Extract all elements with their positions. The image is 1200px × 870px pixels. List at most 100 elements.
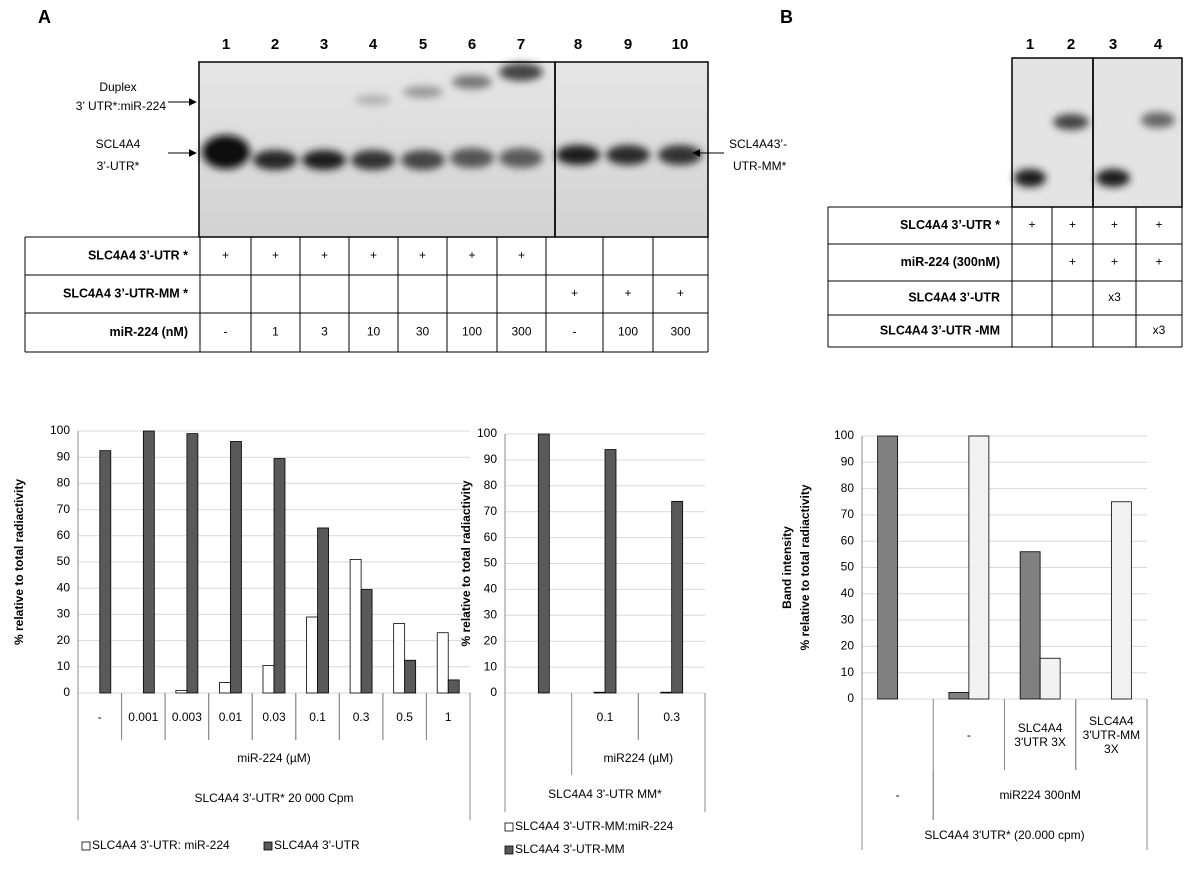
- table-cell: +: [272, 248, 279, 262]
- y-tick-label: 100: [477, 426, 497, 440]
- table-cell: x3: [1153, 323, 1166, 337]
- y-tick-label: 50: [841, 560, 855, 574]
- table-cell: +: [571, 286, 578, 300]
- y-axis-title: % relative to total radiactivity: [459, 480, 473, 646]
- gel-label: UTR-MM*: [733, 159, 787, 173]
- lane-number: 4: [369, 36, 378, 53]
- x-tick-label: 0.3: [663, 709, 680, 724]
- y-tick-label: 70: [484, 504, 498, 518]
- gel-label: SCL4A43’-: [729, 137, 787, 151]
- bar: [230, 441, 242, 694]
- lane-number: 2: [1067, 36, 1075, 53]
- y-tick-label: 50: [57, 554, 71, 568]
- x-tick-label: 0.3: [352, 709, 370, 724]
- lane-number: 2: [271, 36, 279, 53]
- x-tick-label: SLC4A4 3'UTR-MM 3X: [1082, 713, 1141, 756]
- x-tick-label-box: SLC4A4 3'UTR-MM 3X: [1082, 713, 1141, 756]
- table-cell: +: [1111, 255, 1118, 269]
- lane-number: 6: [468, 36, 476, 53]
- x-tick-label: 0.1: [309, 709, 326, 724]
- lane-number: 10: [672, 36, 689, 53]
- legend-swatch: [504, 822, 514, 832]
- x-tick-label-box: 0.1: [309, 709, 326, 724]
- bar: [1039, 657, 1061, 700]
- y-tick-label: 40: [484, 582, 498, 596]
- x-tick-label: 0.001: [128, 709, 159, 724]
- x-tick-label-box: 0.03: [262, 709, 286, 724]
- x-axis-title: SLC4A4 3'-UTR MM*: [548, 786, 662, 801]
- bar: [404, 659, 417, 694]
- table-cell: 10: [367, 325, 381, 339]
- gel-label: 3’ UTR*:miR-224: [76, 99, 167, 113]
- table-cell: 3: [321, 325, 328, 339]
- bar: [219, 682, 231, 694]
- x-axis-title-box: SLC4A4 3'-UTR MM*: [548, 786, 662, 801]
- table-cell: +: [1155, 218, 1162, 232]
- x-tick-label-box: 0.001: [128, 709, 159, 724]
- x-group-label: miR224 (µM): [603, 750, 674, 765]
- table-cell: +: [677, 286, 684, 300]
- table-cell: +: [321, 248, 328, 262]
- y-tick-label: 30: [57, 607, 71, 621]
- legend-swatch: [263, 841, 273, 851]
- y-tick-label: 0: [63, 685, 70, 699]
- lane-number: 1: [1026, 36, 1034, 53]
- table-cell: 100: [618, 325, 638, 339]
- y-tick-label: 60: [57, 528, 71, 542]
- bar: [1019, 551, 1041, 700]
- x-tick-label: SLC4A4 3'UTR 3X: [1014, 720, 1066, 749]
- table-cell: -: [573, 325, 577, 339]
- legend-swatch: [81, 841, 91, 851]
- lane-number: 3: [320, 36, 328, 53]
- y-tick-label: 80: [484, 478, 498, 492]
- legend-label: SLC4A4 3'-UTR-MM: [515, 842, 625, 856]
- y-tick-label: 80: [841, 481, 855, 495]
- lane-number: 4: [1154, 36, 1163, 53]
- y-tick-label: 90: [484, 452, 498, 466]
- y-tick-label: 70: [841, 507, 855, 521]
- legend-label: SLC4A4 3'-UTR: [274, 838, 360, 852]
- legend-swatch: [504, 845, 514, 855]
- x-tick-label-box: 0.5: [396, 710, 413, 724]
- y-tick-label: 100: [50, 423, 70, 437]
- gel-label: Duplex: [99, 80, 136, 94]
- y-tick-label: 80: [57, 476, 71, 490]
- lane-number: 7: [517, 36, 525, 53]
- bar: [877, 435, 899, 700]
- table-cell: 1: [272, 325, 279, 339]
- x-tick-label-box: 0.01: [219, 710, 242, 724]
- x-tick-label-box: SLC4A4 3'UTR 3X: [1014, 720, 1066, 749]
- table-cell: +: [1069, 218, 1076, 232]
- x-axis-title: SLC4A4 3'UTR* (20.000 cpm): [924, 828, 1085, 842]
- bar: [142, 430, 155, 694]
- x-tick-label: 0.1: [596, 709, 614, 724]
- x-tick-label: 1: [444, 709, 452, 724]
- row-label: SLC4A4 3’-UTR -MM: [880, 323, 1000, 337]
- table-cell: +: [370, 248, 377, 262]
- table-cell: +: [1111, 218, 1118, 232]
- bar: [948, 692, 970, 700]
- row-label: SLC4A4 3’-UTR *: [88, 248, 188, 262]
- y-tick-label: 60: [484, 530, 498, 544]
- x-tick-label: -: [966, 727, 971, 742]
- bar: [671, 500, 684, 694]
- x-tick-label: 0.03: [262, 709, 286, 724]
- y-tick-label: 0: [490, 685, 497, 699]
- bar: [99, 450, 112, 694]
- panel-label: A: [38, 7, 51, 27]
- x-group-label: miR224 300nM: [999, 788, 1081, 802]
- legend-label: SLC4A4 3'-UTR: miR-224: [92, 838, 230, 852]
- bar: [537, 433, 550, 694]
- y-tick-label: 20: [841, 639, 855, 653]
- bar: [317, 527, 329, 694]
- y-tick-label: 100: [834, 428, 854, 442]
- bar: [1110, 501, 1132, 700]
- gel-image: [168, 61, 724, 238]
- legend-label: SLC4A4 3'-UTR-MM:miR-224: [515, 819, 674, 833]
- gel-label: 3’-UTR*: [97, 159, 140, 173]
- y-tick-label: 30: [484, 607, 498, 621]
- x-tick-label-box: 0.3: [352, 709, 370, 724]
- table-cell: +: [624, 286, 631, 300]
- table-cell: +: [222, 248, 229, 262]
